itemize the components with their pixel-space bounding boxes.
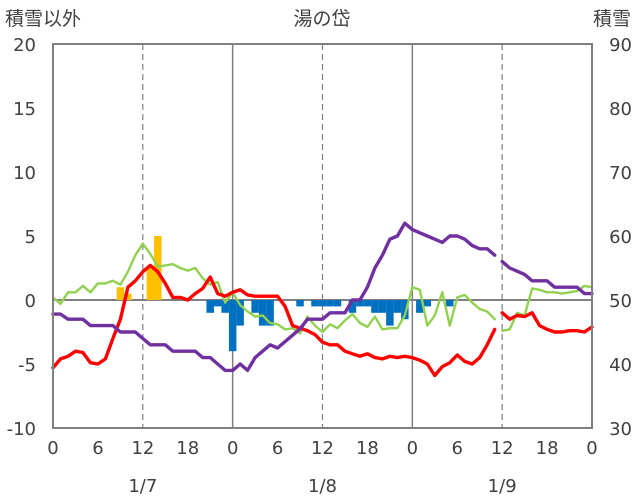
bar-negative [251,300,259,313]
x-tick-label: 0 [227,438,238,459]
series-line [51,263,497,378]
y-tick-label-left: 15 [13,99,36,120]
x-tick-label: 12 [491,438,514,459]
y-tick-label-right: 80 [609,99,632,120]
bar-positive [146,268,155,300]
y-tick-label-right: 60 [609,227,632,248]
gridlines [53,44,592,428]
bar-negative [333,300,342,307]
x-tick-label: 6 [92,438,103,459]
y-tick-label-left: 10 [13,163,36,184]
x-tick-label: 12 [311,438,334,459]
y-tick-label-right: 90 [609,35,632,56]
y-tick-label-right: 40 [609,355,632,376]
series-lines [51,221,594,378]
bar-positive [154,236,162,300]
bar-positive [124,293,132,300]
date-label: 1/7 [128,476,157,497]
bar-negative [446,300,454,307]
series-line [51,221,497,373]
bar-negative [401,300,409,320]
x-tick-label: 6 [272,438,283,459]
bar-negative [206,300,214,313]
y-tick-label-left: 20 [13,35,36,56]
bar-negative [416,300,424,313]
bar-negative [371,300,379,313]
bar-negative [236,300,244,326]
bar-negative [221,300,229,313]
bar-negative [318,300,327,307]
y-tick-label-right: 30 [609,419,632,440]
x-tick-label: 18 [356,438,379,459]
series-line [500,259,594,296]
y-tick-label-left: 5 [25,227,36,248]
left-axis-label: 積雪以外 [5,8,81,30]
plot-frame [52,43,593,429]
bar-negative [423,300,432,307]
chart-title: 湯の岱 [293,8,350,30]
bar-negative [228,300,237,352]
x-tick-label: 12 [131,438,154,459]
x-tick-label: 18 [176,438,199,459]
bar-negative [213,300,222,307]
y-tick-label-left: -10 [7,419,36,440]
bar-negative [378,300,387,313]
y-tick-label-right: 50 [609,291,632,312]
bar-negative [296,300,304,307]
bar-negative [326,300,334,307]
bar-negative [258,300,267,326]
x-tick-label: 6 [452,438,463,459]
x-tick-label: 0 [407,438,418,459]
series-line [500,311,594,334]
x-tick-label: 0 [47,438,58,459]
y-tick-label-left: -5 [18,355,36,376]
bar-negative [356,300,364,307]
x-tick-label: 18 [536,438,559,459]
right-axis-label: 積雪 [593,8,631,30]
y-tick-label-left: 0 [25,291,36,312]
bar-negative [266,300,274,326]
bar-negative [363,300,372,307]
bar-positive [116,287,125,300]
bar-negative [386,300,394,326]
date-label: 1/8 [308,476,337,497]
bar-negative [311,300,319,307]
bar-negative [393,300,402,313]
bars [116,236,454,352]
date-label: 1/9 [488,476,517,497]
x-tick-label: 0 [586,438,597,459]
bar-negative [348,300,357,313]
series-line [51,242,496,335]
y-tick-label-right: 70 [609,163,632,184]
series-line [501,284,594,332]
